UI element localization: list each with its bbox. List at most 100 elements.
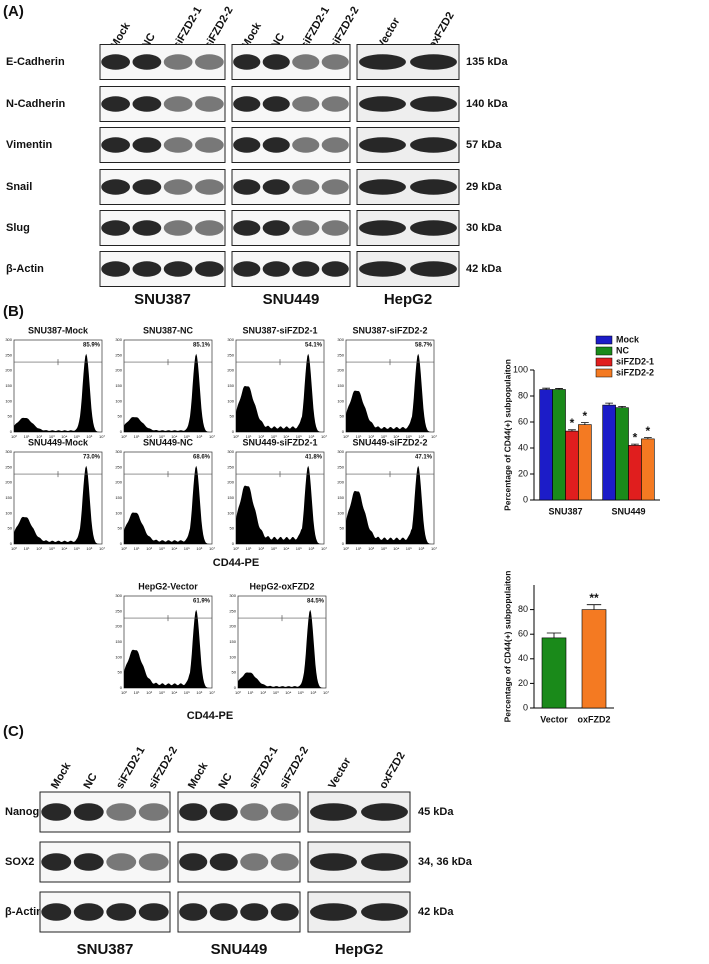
- blot-band: [359, 220, 406, 236]
- size-label: 45 kDa: [418, 806, 454, 818]
- blot-band: [132, 54, 162, 70]
- histogram-x-tick: 10⁶: [308, 434, 314, 439]
- blot-band: [101, 179, 130, 195]
- blot-band: [233, 179, 261, 195]
- histogram-title: SNU387-NC: [143, 325, 194, 335]
- blot-band: [292, 261, 320, 277]
- histogram-x-tick: 10⁵: [74, 546, 80, 551]
- bar: [602, 404, 616, 501]
- blot-band: [410, 96, 457, 112]
- histogram-curve: [236, 353, 324, 432]
- blot-band: [270, 803, 299, 821]
- histogram-x-tick: 10⁴: [283, 434, 289, 439]
- axis-label: CD44-PE: [187, 710, 233, 722]
- blot-band: [132, 261, 162, 277]
- histogram-x-tick: 10⁰: [343, 434, 349, 439]
- legend-label: siFZD2-2: [616, 367, 654, 377]
- error-bar: [586, 604, 602, 610]
- protein-label: Snail: [6, 181, 32, 193]
- histogram-y-tick: 100: [5, 510, 12, 515]
- histogram-x-tick: 10⁷: [99, 434, 105, 439]
- histogram-curve: [124, 609, 212, 688]
- histogram-y-tick: 0: [342, 541, 345, 546]
- histogram-x-tick: 10⁰: [233, 434, 239, 439]
- blot-band: [138, 803, 169, 821]
- blot-band: [240, 853, 269, 871]
- cell-line-label: SNU449: [263, 291, 320, 308]
- histogram-x-tick: 10²: [146, 546, 152, 551]
- bar: [628, 445, 642, 501]
- blot-band: [106, 853, 137, 871]
- histogram-x-tick: 10¹: [246, 434, 252, 439]
- histogram-y-tick: 100: [115, 654, 122, 659]
- y-tick-label: 20: [518, 468, 528, 478]
- histogram-x-tick: 10¹: [134, 546, 140, 551]
- histogram-x-tick: 10³: [271, 434, 277, 439]
- blot-band: [292, 54, 320, 70]
- size-label: 30 kDa: [466, 222, 502, 234]
- histogram-x-tick: 10¹: [356, 546, 362, 551]
- histogram-y-tick: 0: [120, 541, 123, 546]
- histogram-x-tick: 10⁴: [61, 546, 67, 551]
- blot-band: [101, 96, 130, 112]
- histogram-y-tick: 200: [229, 624, 236, 629]
- histogram-x-tick: 10¹: [134, 690, 140, 695]
- blot-band: [270, 903, 299, 921]
- histogram-x-tick: 10⁷: [209, 434, 215, 439]
- error-bar: [605, 402, 614, 406]
- error-bar: [580, 422, 589, 425]
- histogram-y-tick: 200: [337, 480, 344, 485]
- histogram-x-tick: 10⁵: [406, 546, 412, 551]
- blot-band: [73, 803, 104, 821]
- error-bar: [542, 387, 551, 390]
- histogram-y-tick: 250: [227, 464, 234, 469]
- blot-band: [106, 903, 137, 921]
- blot-band: [209, 803, 238, 821]
- blot-band: [262, 54, 290, 70]
- histogram-curve: [238, 609, 326, 688]
- histogram-x-tick: 10⁶: [308, 546, 314, 551]
- histogram-y-tick: 150: [115, 639, 122, 644]
- blot-band: [359, 179, 406, 195]
- histogram-x-tick: 10⁰: [121, 434, 127, 439]
- y-tick-label: 0: [523, 494, 528, 504]
- blot-band: [233, 261, 261, 277]
- histogram-x-tick: 10²: [146, 434, 152, 439]
- significance: **: [589, 591, 599, 605]
- histogram-y-tick: 150: [229, 639, 236, 644]
- histogram-x-tick: 10²: [368, 546, 374, 551]
- blot-band: [179, 903, 208, 921]
- histogram-y-tick: 150: [227, 383, 234, 388]
- panel-label: (C): [3, 723, 24, 740]
- histogram-y-tick: 100: [115, 510, 122, 515]
- histogram-x-tick: 10⁴: [393, 546, 399, 551]
- histogram-y-tick: 0: [232, 541, 235, 546]
- histogram-x-tick: 10²: [36, 546, 42, 551]
- blot-band: [361, 803, 408, 821]
- blot-band: [195, 179, 224, 195]
- histogram-y-tick: 50: [8, 526, 13, 531]
- cell-line-label: HepG2: [335, 941, 383, 958]
- histogram-x-tick: 10²: [36, 434, 42, 439]
- histogram-y-tick: 0: [10, 429, 13, 434]
- histogram-x-tick: 10⁶: [418, 434, 424, 439]
- histogram-y-tick: 0: [120, 429, 123, 434]
- legend-swatch: [595, 346, 613, 356]
- histogram-x-tick: 10⁶: [418, 546, 424, 551]
- histogram-x-tick: 10⁰: [11, 434, 17, 439]
- histogram-x-tick: 10⁷: [323, 690, 329, 695]
- gate: [14, 471, 102, 478]
- blot-band: [73, 903, 104, 921]
- histogram-y-tick: 100: [115, 398, 122, 403]
- significance: *: [633, 430, 638, 444]
- histogram-x-tick: 10⁷: [209, 546, 215, 551]
- bar: [565, 430, 579, 501]
- lane-label: Mock: [186, 760, 211, 791]
- histogram-y-tick: 200: [227, 480, 234, 485]
- blot-band: [195, 54, 224, 70]
- histogram-x-tick: 10⁶: [196, 690, 202, 695]
- histogram-title: SNU449-siFZD2-1: [242, 437, 317, 447]
- histogram-y-tick: 0: [342, 429, 345, 434]
- y-tick-label: 0: [523, 702, 528, 712]
- blot-band: [179, 803, 208, 821]
